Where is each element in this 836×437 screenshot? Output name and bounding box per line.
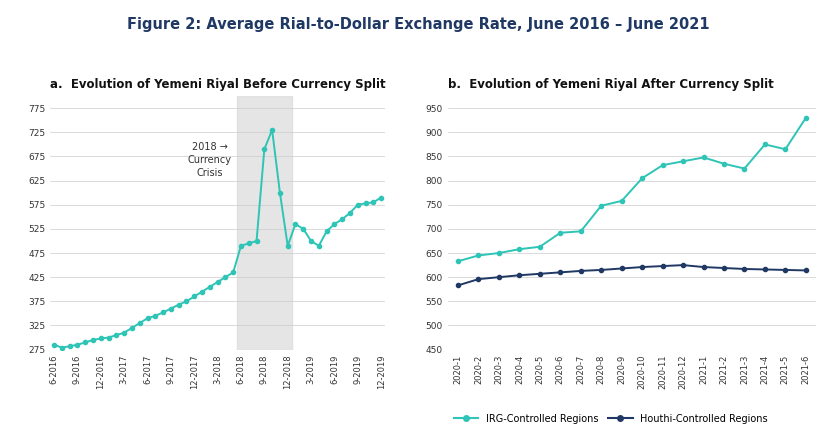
IRG-Controlled Regions bbox=[779, 147, 789, 152]
Text: a.  Evolution of Yemeni Riyal Before Currency Split: a. Evolution of Yemeni Riyal Before Curr… bbox=[50, 78, 385, 91]
Houthi-Controlled Regions bbox=[698, 264, 708, 270]
Houthi-Controlled Regions bbox=[514, 273, 524, 278]
IRG-Controlled Regions bbox=[554, 230, 564, 236]
IRG-Controlled Regions bbox=[473, 253, 483, 258]
Houthi-Controlled Regions bbox=[473, 277, 483, 282]
Houthi-Controlled Regions bbox=[738, 267, 748, 272]
Legend: IRG-Controlled Regions, Houthi-Controlled Regions: IRG-Controlled Regions, Houthi-Controlle… bbox=[450, 410, 771, 428]
Text: b.  Evolution of Yemeni Riyal After Currency Split: b. Evolution of Yemeni Riyal After Curre… bbox=[447, 78, 772, 91]
Houthi-Controlled Regions bbox=[534, 271, 544, 277]
IRG-Controlled Regions bbox=[759, 142, 769, 147]
Houthi-Controlled Regions bbox=[718, 265, 728, 271]
Text: 2018 →
Currency
Crisis: 2018 → Currency Crisis bbox=[187, 142, 232, 178]
Line: Houthi-Controlled Regions: Houthi-Controlled Regions bbox=[456, 263, 807, 288]
IRG-Controlled Regions bbox=[677, 159, 687, 164]
Houthi-Controlled Regions bbox=[575, 268, 585, 274]
Houthi-Controlled Regions bbox=[759, 267, 769, 272]
Houthi-Controlled Regions bbox=[616, 266, 626, 271]
Houthi-Controlled Regions bbox=[657, 264, 667, 269]
IRG-Controlled Regions bbox=[698, 155, 708, 160]
Houthi-Controlled Regions bbox=[452, 283, 462, 288]
Line: IRG-Controlled Regions: IRG-Controlled Regions bbox=[456, 116, 807, 264]
Houthi-Controlled Regions bbox=[800, 268, 810, 273]
IRG-Controlled Regions bbox=[800, 115, 810, 121]
IRG-Controlled Regions bbox=[636, 176, 646, 181]
Houthi-Controlled Regions bbox=[677, 263, 687, 268]
IRG-Controlled Regions bbox=[616, 198, 626, 204]
IRG-Controlled Regions bbox=[718, 161, 728, 166]
Houthi-Controlled Regions bbox=[554, 270, 564, 275]
IRG-Controlled Regions bbox=[657, 163, 667, 168]
IRG-Controlled Regions bbox=[738, 166, 748, 171]
IRG-Controlled Regions bbox=[595, 203, 605, 208]
IRG-Controlled Regions bbox=[452, 259, 462, 264]
Text: Figure 2: Average Rial-to-Dollar Exchange Rate, June 2016 – June 2021: Figure 2: Average Rial-to-Dollar Exchang… bbox=[127, 17, 709, 32]
IRG-Controlled Regions bbox=[534, 244, 544, 250]
Bar bbox=[237, 96, 291, 350]
Houthi-Controlled Regions bbox=[636, 264, 646, 270]
Houthi-Controlled Regions bbox=[493, 274, 503, 280]
IRG-Controlled Regions bbox=[514, 246, 524, 252]
Houthi-Controlled Regions bbox=[779, 267, 789, 273]
IRG-Controlled Regions bbox=[575, 229, 585, 234]
Houthi-Controlled Regions bbox=[595, 267, 605, 273]
IRG-Controlled Regions bbox=[493, 250, 503, 256]
